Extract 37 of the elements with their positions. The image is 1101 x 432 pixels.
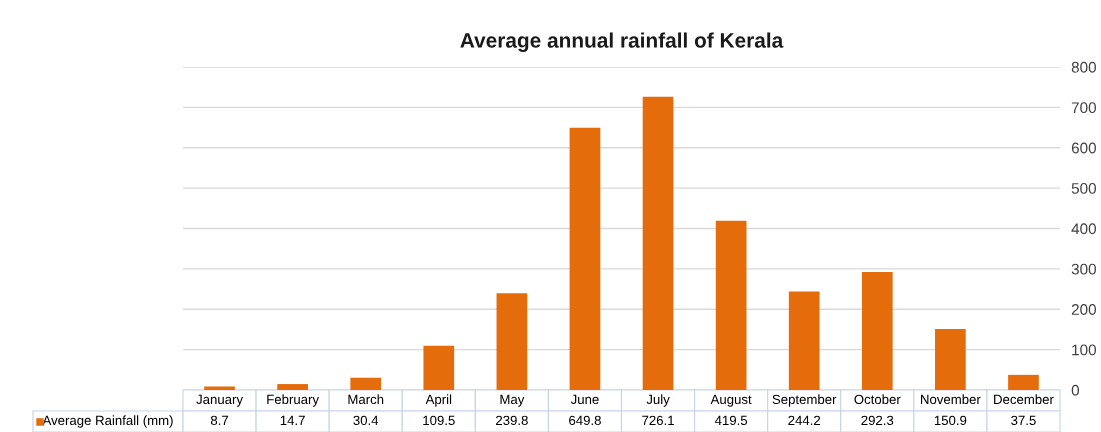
x-tick-label: January: [196, 394, 243, 407]
y-tick-label: 200: [1071, 304, 1096, 315]
x-tick-label: February: [267, 394, 319, 407]
x-tick-label: June: [570, 394, 599, 405]
bar: [350, 377, 382, 390]
data-label: 726.1: [642, 415, 674, 426]
x-tick-label: December: [994, 394, 1054, 405]
data-label: 8.7: [210, 415, 229, 426]
data-label: 649.8: [569, 415, 601, 426]
data-label: 37.5: [1011, 415, 1036, 426]
data-label: 239.8: [496, 415, 528, 426]
data-label: 150.9: [934, 415, 967, 426]
x-tick-label: October: [854, 394, 901, 405]
data-label: 30.4: [353, 415, 379, 426]
data-label: 14.7: [280, 415, 305, 425]
y-tick-label: 0: [1071, 384, 1080, 396]
y-tick-label: 500: [1071, 182, 1096, 194]
y-tick-label: 700: [1071, 102, 1096, 114]
data-label: 244.2: [788, 415, 821, 425]
x-tick-label: November: [921, 394, 981, 405]
x-tick-label: May: [500, 394, 525, 407]
y-tick-label: 400: [1071, 223, 1096, 235]
y-tick-label: 800: [1071, 61, 1096, 73]
x-tick-label: March: [348, 394, 384, 405]
x-tick-label: September: [772, 394, 837, 407]
y-tick-label: 100: [1072, 344, 1096, 356]
data-label: 109.5: [423, 415, 455, 426]
data-label: 292.3: [861, 415, 894, 426]
x-tick-label: July: [646, 394, 670, 407]
bar: [204, 386, 235, 390]
bar: [277, 384, 308, 390]
x-tick-label: April: [425, 394, 452, 407]
x-tick-label: August: [710, 394, 752, 407]
y-tick-label: 600: [1071, 142, 1096, 154]
data-label: 419.5: [714, 415, 748, 426]
y-tick-label: 300: [1071, 263, 1096, 275]
chart-title: Average annual rainfall of Kerala: [460, 32, 784, 52]
